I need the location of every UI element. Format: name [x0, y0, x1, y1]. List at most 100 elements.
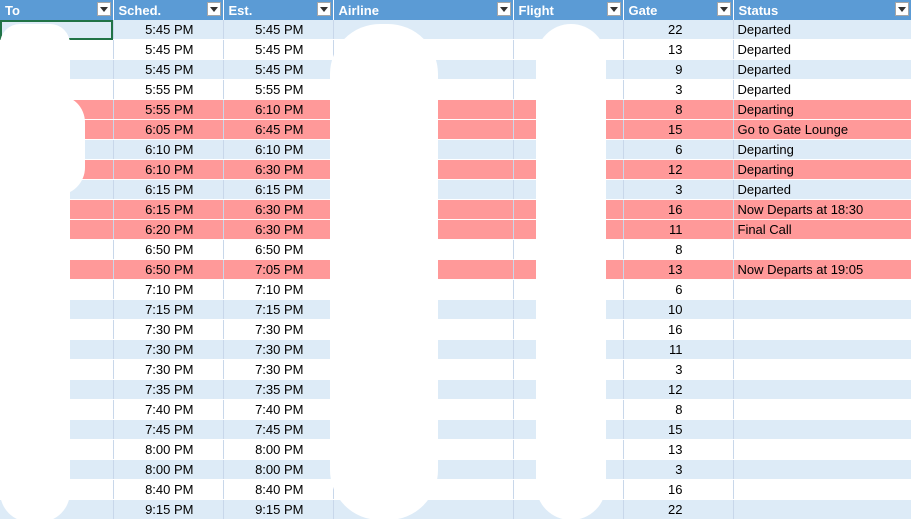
cell-sched[interactable]: 6:10 PM	[113, 159, 224, 180]
cell-status[interactable]	[733, 459, 911, 480]
cell-est[interactable]: 8:40 PM	[223, 479, 334, 500]
cell-est[interactable]: 6:45 PM	[223, 119, 334, 140]
cell-est[interactable]: 6:30 PM	[223, 199, 334, 220]
cell-gate[interactable]: 22	[623, 499, 734, 520]
cell-status[interactable]	[733, 479, 911, 500]
cell-gate[interactable]: 9	[623, 59, 734, 80]
cell-est[interactable]: 5:45 PM	[223, 20, 334, 40]
cell-gate[interactable]: 3	[623, 359, 734, 380]
filter-dropdown-icon[interactable]	[716, 2, 731, 16]
column-header-status[interactable]: Status	[733, 0, 911, 20]
cell-sched[interactable]: 6:15 PM	[113, 199, 224, 220]
cell-sched[interactable]: 5:55 PM	[113, 99, 224, 120]
cell-gate[interactable]: 6	[623, 279, 734, 300]
cell-sched[interactable]: 8:00 PM	[113, 439, 224, 460]
column-header-flight[interactable]: Flight	[513, 0, 624, 20]
cell-est[interactable]: 7:30 PM	[223, 359, 334, 380]
cell-status[interactable]: Departed	[733, 59, 911, 80]
cell-est[interactable]: 7:15 PM	[223, 299, 334, 320]
cell-gate[interactable]: 11	[623, 339, 734, 360]
cell-est[interactable]: 7:10 PM	[223, 279, 334, 300]
cell-gate[interactable]: 8	[623, 239, 734, 260]
cell-gate[interactable]: 22	[623, 20, 734, 40]
cell-status[interactable]: Departed	[733, 39, 911, 60]
filter-dropdown-icon[interactable]	[496, 2, 511, 16]
filter-dropdown-icon[interactable]	[316, 2, 331, 16]
cell-est[interactable]: 6:15 PM	[223, 179, 334, 200]
cell-est[interactable]: 7:45 PM	[223, 419, 334, 440]
cell-status[interactable]: Now Departs at 19:05	[733, 259, 911, 280]
cell-gate[interactable]: 16	[623, 479, 734, 500]
cell-sched[interactable]: 7:35 PM	[113, 379, 224, 400]
cell-status[interactable]	[733, 419, 911, 440]
cell-gate[interactable]: 16	[623, 319, 734, 340]
filter-dropdown-icon[interactable]	[606, 2, 621, 16]
cell-status[interactable]	[733, 339, 911, 360]
column-header-airline[interactable]: Airline	[333, 0, 514, 20]
cell-gate[interactable]: 6	[623, 139, 734, 160]
cell-gate[interactable]: 12	[623, 379, 734, 400]
cell-est[interactable]: 6:30 PM	[223, 219, 334, 240]
column-header-sched[interactable]: Sched.	[113, 0, 224, 20]
cell-status[interactable]: Departing	[733, 159, 911, 180]
cell-status[interactable]: Departing	[733, 99, 911, 120]
cell-status[interactable]: Now Departs at 18:30	[733, 199, 911, 220]
cell-sched[interactable]: 5:45 PM	[113, 59, 224, 80]
cell-status[interactable]	[733, 279, 911, 300]
cell-status[interactable]: Departing	[733, 139, 911, 160]
cell-est[interactable]: 6:30 PM	[223, 159, 334, 180]
cell-sched[interactable]: 9:15 PM	[113, 499, 224, 520]
cell-gate[interactable]: 3	[623, 79, 734, 100]
cell-status[interactable]	[733, 319, 911, 340]
cell-sched[interactable]: 5:55 PM	[113, 79, 224, 100]
cell-gate[interactable]: 8	[623, 99, 734, 120]
cell-status[interactable]	[733, 299, 911, 320]
cell-est[interactable]: 5:45 PM	[223, 59, 334, 80]
cell-gate[interactable]: 15	[623, 119, 734, 140]
cell-status[interactable]	[733, 499, 911, 520]
cell-sched[interactable]: 6:05 PM	[113, 119, 224, 140]
cell-gate[interactable]: 13	[623, 259, 734, 280]
cell-status[interactable]	[733, 379, 911, 400]
cell-sched[interactable]: 6:50 PM	[113, 239, 224, 260]
cell-sched[interactable]: 7:15 PM	[113, 299, 224, 320]
cell-est[interactable]: 8:00 PM	[223, 459, 334, 480]
cell-gate[interactable]: 16	[623, 199, 734, 220]
cell-sched[interactable]: 6:10 PM	[113, 139, 224, 160]
cell-est[interactable]: 7:35 PM	[223, 379, 334, 400]
cell-status[interactable]	[733, 359, 911, 380]
cell-gate[interactable]: 3	[623, 459, 734, 480]
cell-status[interactable]	[733, 439, 911, 460]
column-header-est[interactable]: Est.	[223, 0, 334, 20]
cell-est[interactable]: 9:15 PM	[223, 499, 334, 520]
filter-dropdown-icon[interactable]	[206, 2, 221, 16]
cell-gate[interactable]: 12	[623, 159, 734, 180]
cell-est[interactable]: 7:30 PM	[223, 319, 334, 340]
cell-est[interactable]: 6:10 PM	[223, 139, 334, 160]
cell-est[interactable]: 7:30 PM	[223, 339, 334, 360]
cell-gate[interactable]: 15	[623, 419, 734, 440]
cell-status[interactable]: Final Call	[733, 219, 911, 240]
cell-est[interactable]: 8:00 PM	[223, 439, 334, 460]
cell-status[interactable]: Departed	[733, 20, 911, 40]
cell-gate[interactable]: 13	[623, 439, 734, 460]
cell-status[interactable]: Departed	[733, 79, 911, 100]
cell-sched[interactable]: 8:40 PM	[113, 479, 224, 500]
cell-est[interactable]: 7:40 PM	[223, 399, 334, 420]
cell-est[interactable]: 6:50 PM	[223, 239, 334, 260]
column-header-gate[interactable]: Gate	[623, 0, 734, 20]
cell-est[interactable]: 6:10 PM	[223, 99, 334, 120]
column-header-to[interactable]: To	[0, 0, 114, 20]
cell-sched[interactable]: 7:40 PM	[113, 399, 224, 420]
cell-gate[interactable]: 11	[623, 219, 734, 240]
cell-sched[interactable]: 5:45 PM	[113, 20, 224, 40]
cell-gate[interactable]: 3	[623, 179, 734, 200]
cell-gate[interactable]: 8	[623, 399, 734, 420]
cell-est[interactable]: 5:45 PM	[223, 39, 334, 60]
cell-sched[interactable]: 7:45 PM	[113, 419, 224, 440]
cell-sched[interactable]: 7:30 PM	[113, 359, 224, 380]
cell-sched[interactable]: 6:50 PM	[113, 259, 224, 280]
cell-sched[interactable]: 7:30 PM	[113, 339, 224, 360]
cell-sched[interactable]: 7:30 PM	[113, 319, 224, 340]
filter-dropdown-icon[interactable]	[894, 2, 909, 16]
